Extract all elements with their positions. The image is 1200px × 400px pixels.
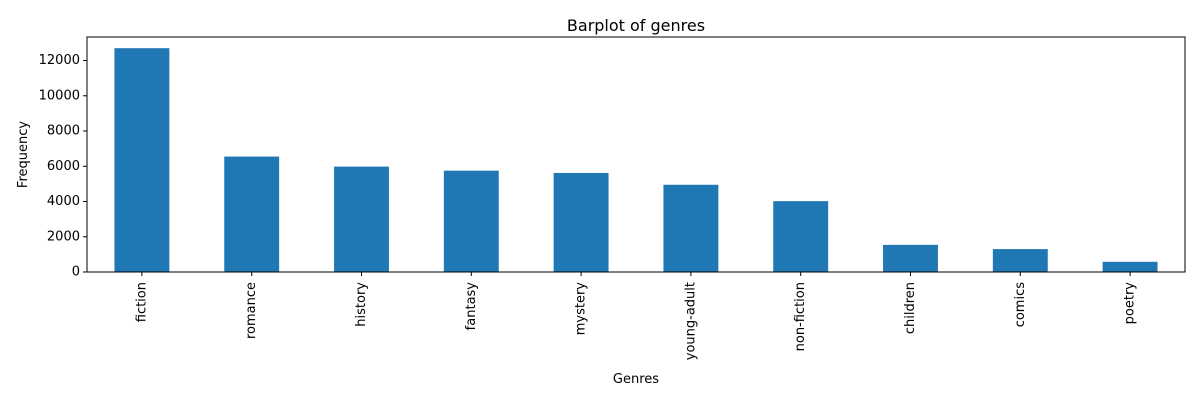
bar-fiction — [114, 48, 170, 272]
y-tick-label: 12000 — [39, 53, 80, 68]
x-tick-label: non-fiction — [793, 282, 808, 351]
y-tick-label: 6000 — [47, 159, 80, 174]
x-tick-label: poetry — [1123, 282, 1138, 325]
bar-history — [334, 166, 389, 272]
y-tick-label: 10000 — [39, 88, 80, 103]
x-tick-label: comics — [1013, 282, 1028, 328]
x-tick-label: children — [903, 282, 918, 334]
y-axis-label: Frequency — [16, 121, 31, 188]
y-tick-label: 4000 — [47, 194, 80, 209]
bar-children — [883, 244, 938, 272]
x-tick-label: young-adult — [683, 282, 698, 360]
bar-young-adult — [663, 184, 719, 272]
x-axis-ticks: fiction romance history fantasy mystery young… — [134, 272, 1138, 360]
bar-non-fiction — [773, 201, 829, 272]
x-tick-label: history — [354, 282, 369, 327]
bar-mystery — [553, 172, 609, 272]
x-tick-label: romance — [244, 282, 259, 339]
plot-frame — [86, 36, 1186, 273]
x-tick-label: mystery — [574, 282, 589, 336]
bar-fantasy — [443, 170, 499, 272]
chart-title: Barplot of genres — [567, 16, 705, 35]
y-tick-label: 8000 — [47, 124, 80, 139]
y-tick-label: 2000 — [47, 229, 80, 244]
x-axis-label: Genres — [613, 372, 659, 387]
bar-poetry — [1102, 261, 1158, 272]
bars-group — [114, 48, 1158, 272]
bar-comics — [992, 249, 1048, 272]
y-axis-ticks: 0 2000 4000 6000 8000 10000 12000 — [39, 53, 87, 280]
y-tick-label: 0 — [72, 265, 80, 280]
x-tick-label: fantasy — [464, 282, 479, 331]
bar-romance — [224, 156, 280, 272]
x-tick-label: fiction — [134, 282, 149, 322]
